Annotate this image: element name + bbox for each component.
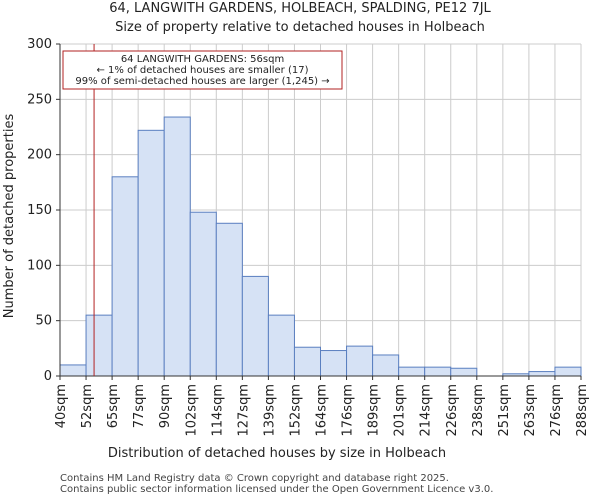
property-marker: 64 LANGWITH GARDENS: 56sqm ← 1% of detac… — [62, 44, 343, 376]
footer-line2: Contains public sector information licen… — [60, 484, 494, 495]
bar-40sqm — [59, 364, 87, 377]
y-axis-label: Number of detached properties — [2, 114, 17, 319]
bar-263sqm — [528, 371, 556, 377]
bar-102sqm — [189, 211, 217, 377]
x-tick-label-189sqm: 189sqm — [367, 384, 382, 437]
x-tick-label-263sqm: 263sqm — [523, 384, 538, 437]
bar-52sqm — [85, 314, 113, 377]
x-tick-label-288sqm: 288sqm — [575, 384, 590, 437]
y-tick-label-100: 100 — [27, 258, 52, 273]
x-tick-label-102sqm: 102sqm — [184, 384, 199, 437]
bar-276sqm — [554, 366, 582, 377]
y-tick-label-150: 150 — [27, 203, 52, 218]
bar-176sqm — [346, 345, 374, 377]
x-tick-label-214sqm: 214sqm — [419, 384, 434, 437]
bar-164sqm — [320, 350, 348, 377]
bar-152sqm — [293, 346, 322, 377]
x-tick-label-127sqm: 127sqm — [236, 384, 251, 437]
x-tick-label-90sqm: 90sqm — [158, 384, 173, 428]
annotation-line1: 64 LANGWITH GARDENS: 56sqm — [121, 54, 284, 65]
y-tick-label-200: 200 — [27, 148, 52, 163]
bar-65sqm — [111, 176, 139, 377]
x-tick-label-40sqm: 40sqm — [54, 384, 69, 428]
x-tick-label-251sqm: 251sqm — [497, 384, 512, 437]
x-tick-label-238sqm: 238sqm — [471, 384, 486, 437]
x-tick-label-152sqm: 152sqm — [288, 384, 303, 437]
bar-127sqm — [241, 275, 269, 377]
bar-226sqm — [450, 367, 478, 377]
bar-214sqm — [424, 366, 452, 377]
x-tick-label-139sqm: 139sqm — [262, 384, 277, 437]
x-tick-label-52sqm: 52sqm — [80, 384, 95, 428]
bar-114sqm — [215, 222, 243, 377]
x-tick-label-201sqm: 201sqm — [393, 384, 408, 437]
bar-189sqm — [372, 354, 400, 377]
x-tick-label-176sqm: 176sqm — [341, 384, 356, 437]
bar-90sqm — [163, 116, 191, 377]
bar-201sqm — [398, 366, 426, 377]
x-tick-label-276sqm: 276sqm — [549, 384, 564, 437]
annotation-box — [62, 50, 343, 90]
y-tick-label-50: 50 — [35, 314, 52, 329]
bars — [59, 116, 582, 377]
x-tick-label-226sqm: 226sqm — [445, 384, 460, 437]
x-axis-label: Distribution of detached houses by size … — [108, 446, 446, 461]
bar-77sqm — [137, 129, 165, 377]
footer-line1: Contains HM Land Registry data © Crown c… — [60, 473, 449, 484]
y-tick-label-0: 0 — [44, 369, 52, 384]
y-tick-label-300: 300 — [27, 37, 52, 52]
x-tick-label-114sqm: 114sqm — [210, 384, 225, 437]
annotation-line2: ← 1% of detached houses are smaller (17) — [97, 65, 309, 76]
x-tick-label-164sqm: 164sqm — [315, 384, 330, 437]
axes: 0 50 100 150 200 250 300 40sqm 52sqm 65sqm 77sqm 90… — [27, 37, 590, 437]
annotation-line3: 99% of semi-detached houses are larger (… — [75, 76, 329, 87]
chart-title-line1: 64, LANGWITH GARDENS, HOLBEACH, SPALDING… — [109, 1, 491, 16]
x-tick-label-65sqm: 65sqm — [106, 384, 121, 428]
chart-title-line2: Size of property relative to detached ho… — [115, 20, 485, 35]
x-tick-label-77sqm: 77sqm — [132, 384, 147, 428]
y-tick-label-250: 250 — [27, 92, 52, 107]
bar-139sqm — [267, 314, 295, 377]
